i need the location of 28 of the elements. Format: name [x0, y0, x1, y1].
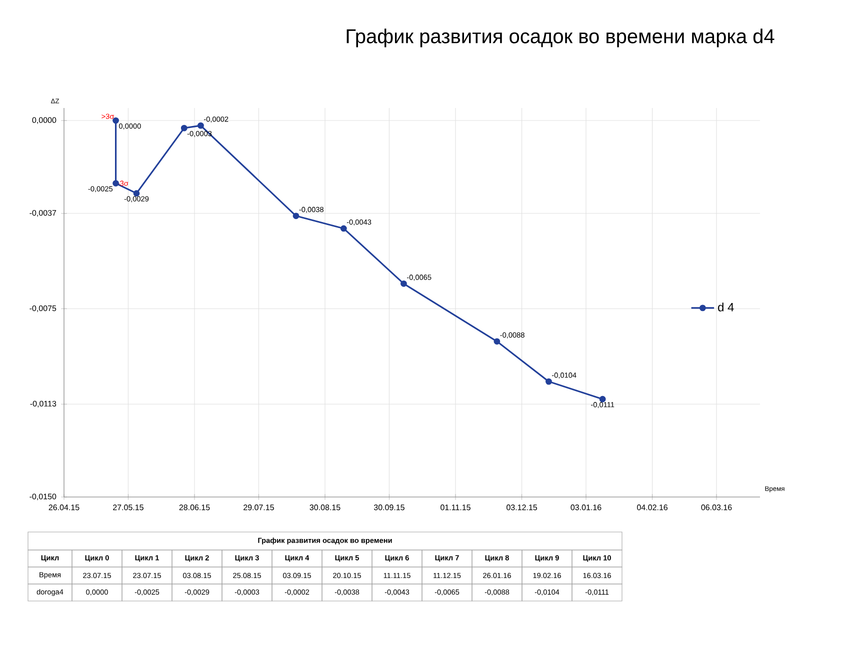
- y-tick-label: -0,0150: [30, 494, 56, 500]
- point: [180, 124, 188, 132]
- y-tick-label: 0,0000: [32, 117, 56, 124]
- legend-label: d 4: [718, 302, 734, 312]
- x-tick-label: 04.02.16: [637, 504, 668, 510]
- point: [112, 180, 119, 186]
- x-tick-label: 30.08.15: [310, 504, 340, 510]
- point: [494, 338, 500, 345]
- point: [400, 280, 407, 287]
- x-tick-label: 27.05.15: [113, 504, 144, 510]
- y-tick-label: -0,0075: [30, 305, 56, 312]
- point: [198, 122, 204, 129]
- point: [599, 396, 606, 402]
- y-tick-label: -0,0113: [30, 400, 56, 408]
- x-tick-label: 26.04.15: [48, 504, 80, 510]
- x-tick-label: 28.06.15: [179, 504, 210, 510]
- x-tick-label: 30.09.15: [374, 504, 404, 510]
- x-tick-label: 29.07.15: [244, 504, 274, 510]
- x-tick-label: 03.12.15: [506, 504, 538, 510]
- point: [112, 117, 119, 124]
- point: [292, 212, 300, 220]
- x-tick-label: 06.03.16: [701, 504, 732, 510]
- x-tick-label: 01.11.15: [440, 504, 470, 510]
- point: [340, 225, 347, 232]
- y-tick-label: -0,0037: [30, 210, 56, 217]
- x-tick-label: 03.01.16: [570, 504, 602, 510]
- chart-title: График развития осадок во времени марка d4: [346, 28, 774, 48]
- point: [546, 378, 552, 385]
